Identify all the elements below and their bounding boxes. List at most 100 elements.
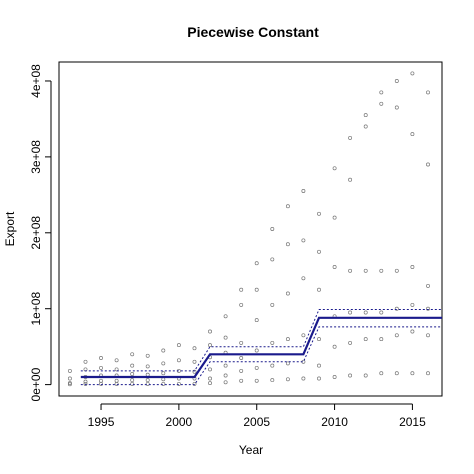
data-point [394, 306, 399, 311]
data-point [145, 381, 150, 386]
data-point [348, 340, 353, 345]
data-point [317, 211, 321, 216]
data-point [67, 368, 72, 373]
data-point [99, 381, 103, 386]
x-axis-label: Year [239, 443, 263, 457]
data-point [130, 381, 135, 386]
data-point [83, 381, 88, 386]
data-point [192, 381, 197, 386]
data-point [379, 337, 384, 342]
data-point [379, 101, 384, 106]
data-point [145, 378, 150, 383]
x-tick-label: 2015 [399, 415, 426, 429]
data-point [270, 302, 275, 307]
data-point [223, 373, 228, 378]
data-point [239, 302, 244, 307]
y-tick-label: 2e+08 [29, 216, 43, 250]
data-point [285, 242, 290, 247]
data-point [426, 162, 430, 167]
data-point [270, 363, 275, 368]
data-point [270, 378, 275, 383]
y-tick-label: 4e+08 [29, 64, 43, 98]
data-point [223, 314, 228, 319]
y-axis: 0e+00 1e+08 2e+08 3e+08 4e+08 [29, 64, 52, 401]
data-point [254, 378, 259, 383]
y-tick-label: 1e+08 [29, 292, 43, 326]
data-point [161, 348, 166, 353]
data-point [363, 373, 368, 378]
data-point [301, 238, 306, 243]
data-point [363, 113, 368, 118]
data-point [363, 124, 368, 129]
data-point [394, 268, 399, 273]
data-point [130, 378, 135, 383]
data-point [426, 90, 430, 95]
data-point [363, 337, 368, 342]
data-point [161, 361, 166, 366]
data-point [317, 287, 321, 292]
fit-layer [80, 316, 442, 379]
data-point [208, 367, 212, 372]
data-point [426, 283, 430, 288]
data-point [208, 381, 212, 386]
data-point [114, 381, 119, 386]
data-point [285, 377, 290, 382]
data-point [410, 132, 415, 137]
data-point [145, 372, 150, 377]
data-point [83, 379, 88, 384]
data-point [99, 356, 103, 360]
data-point [176, 343, 181, 348]
data-point [239, 368, 244, 373]
data-point [161, 377, 166, 382]
data-point [161, 371, 166, 376]
data-point [208, 329, 212, 334]
data-point [223, 380, 228, 385]
data-point [285, 337, 290, 342]
y-axis-label: Export [3, 211, 17, 246]
data-point [114, 358, 119, 363]
data-point [145, 353, 150, 358]
data-point [114, 367, 119, 372]
data-point [114, 378, 119, 383]
data-point [426, 306, 430, 311]
data-point [394, 79, 399, 83]
data-point [176, 358, 181, 363]
data-point [394, 333, 399, 338]
data-point [317, 363, 321, 368]
data-point [208, 343, 212, 348]
lower-confidence-band [80, 326, 442, 386]
y-tick-label: 3e+08 [29, 140, 43, 174]
data-point [208, 376, 212, 381]
data-point [394, 371, 399, 376]
data-point [223, 335, 228, 340]
data-point [192, 359, 197, 364]
data-point [130, 363, 135, 368]
x-tick-label: 1995 [88, 415, 115, 429]
data-point [192, 346, 197, 351]
data-point [254, 261, 259, 266]
data-point [379, 371, 384, 376]
plot-frame [58, 61, 443, 397]
data-point [426, 333, 430, 338]
data-point [301, 376, 306, 381]
data-point [67, 376, 72, 381]
data-point [363, 310, 368, 315]
chart-title: Piecewise Constant [187, 24, 319, 40]
data-point [145, 364, 150, 369]
data-point [270, 227, 275, 231]
data-point [239, 378, 244, 383]
data-point [99, 365, 103, 370]
points-layer [67, 71, 430, 387]
x-tick-label: 2005 [243, 415, 270, 429]
data-point [301, 333, 306, 338]
data-point [285, 361, 290, 366]
data-point [83, 359, 88, 364]
data-point [317, 249, 321, 254]
y-tick-label: 0e+00 [29, 367, 43, 401]
data-point [317, 376, 321, 381]
data-point [254, 287, 259, 292]
data-point [332, 166, 337, 171]
data-point [379, 90, 384, 95]
data-point [239, 356, 244, 360]
